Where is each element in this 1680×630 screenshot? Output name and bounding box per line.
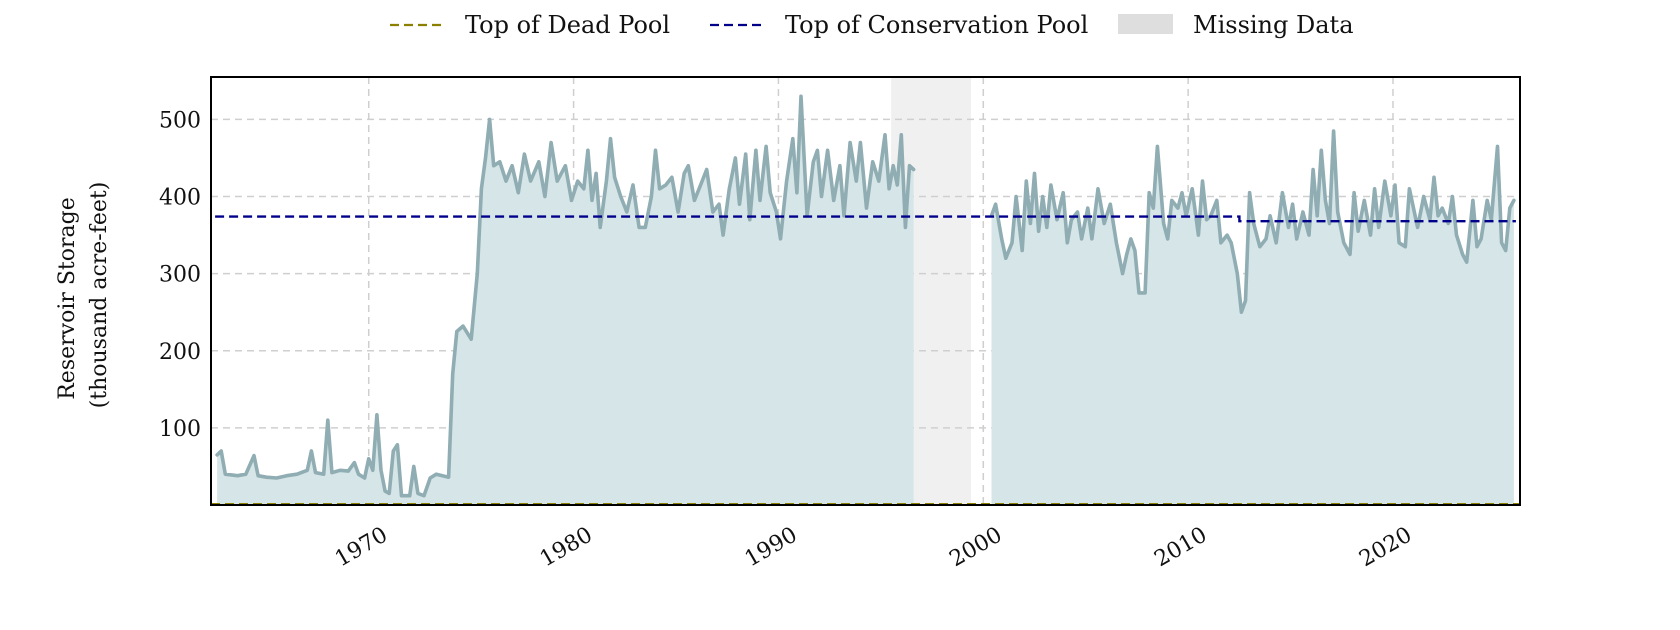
- y-tick-label: 100: [159, 417, 201, 442]
- storage-series: [215, 94, 1516, 506]
- legend-swatch-missing-data: [1118, 14, 1173, 34]
- legend-item-conservation-pool: Top of Conservation Pool: [710, 11, 1088, 39]
- y-axis-label-line2: (thousand acre-feet): [87, 182, 112, 409]
- plot-frame: [210, 76, 1521, 506]
- x-tick-label: 1980: [536, 523, 597, 573]
- y-axis-label-line1: Reservoir Storage: [55, 197, 80, 400]
- legend-item-missing-data: Missing Data: [1118, 11, 1354, 39]
- storage-line: [215, 94, 916, 498]
- y-tick-labels: 100 200 300 400 500: [159, 108, 201, 441]
- y-tick-label: 200: [159, 340, 201, 365]
- y-tick-label: 500: [159, 108, 201, 133]
- x-tick-label: 2010: [1150, 523, 1211, 573]
- legend-label-conservation-pool: Top of Conservation Pool: [785, 11, 1088, 39]
- legend: Top of Dead Pool Top of Conservation Poo…: [390, 11, 1354, 39]
- legend-label-dead-pool: Top of Dead Pool: [465, 11, 670, 39]
- x-tick-label: 1970: [331, 523, 392, 573]
- y-tick-label: 300: [159, 263, 201, 288]
- storage-line: [989, 129, 1516, 315]
- y-tick-label: 400: [159, 186, 201, 211]
- x-tick-label: 2000: [946, 523, 1007, 573]
- x-tick-label: 2020: [1355, 523, 1416, 573]
- y-axis-label: Reservoir Storage (thousand acre-feet): [55, 182, 112, 409]
- legend-label-missing-data: Missing Data: [1193, 11, 1354, 39]
- legend-item-dead-pool: Top of Dead Pool: [390, 11, 670, 39]
- conservation-pool-line: [215, 215, 1516, 223]
- x-tick-labels: 1970 1980 1990 2000 2010 2020: [331, 523, 1416, 573]
- storage-area: [217, 96, 914, 506]
- x-tick-label: 1990: [741, 523, 802, 573]
- storage-area: [991, 131, 1514, 505]
